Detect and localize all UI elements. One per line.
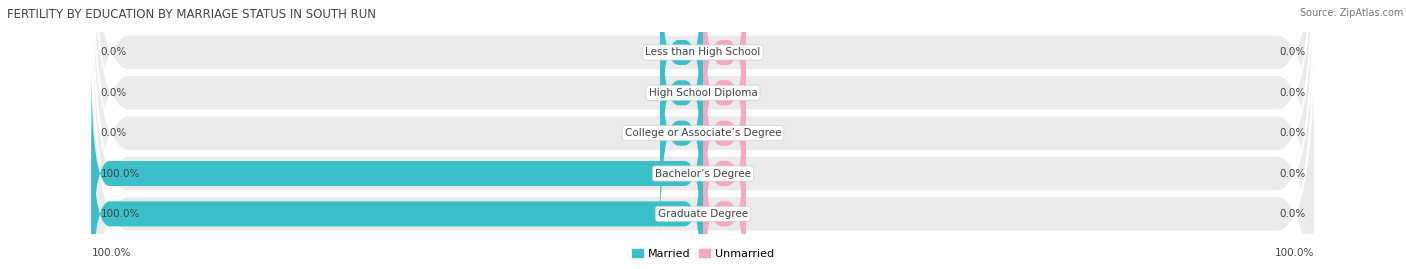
Text: Source: ZipAtlas.com: Source: ZipAtlas.com [1299, 8, 1403, 18]
Text: 0.0%: 0.0% [1279, 209, 1305, 219]
FancyBboxPatch shape [91, 0, 1315, 269]
FancyBboxPatch shape [91, 0, 1315, 269]
FancyBboxPatch shape [703, 105, 745, 269]
Text: 0.0%: 0.0% [101, 128, 127, 138]
Text: High School Diploma: High School Diploma [648, 88, 758, 98]
Text: 100.0%: 100.0% [91, 248, 131, 258]
FancyBboxPatch shape [91, 0, 1315, 269]
Text: 100.0%: 100.0% [101, 209, 141, 219]
Text: Bachelor’s Degree: Bachelor’s Degree [655, 168, 751, 179]
FancyBboxPatch shape [661, 0, 703, 161]
FancyBboxPatch shape [703, 0, 745, 201]
Text: Graduate Degree: Graduate Degree [658, 209, 748, 219]
FancyBboxPatch shape [91, 105, 703, 269]
FancyBboxPatch shape [661, 25, 703, 242]
Text: 0.0%: 0.0% [1279, 88, 1305, 98]
Text: 100.0%: 100.0% [101, 168, 141, 179]
Text: Less than High School: Less than High School [645, 47, 761, 58]
FancyBboxPatch shape [703, 0, 745, 161]
FancyBboxPatch shape [703, 25, 745, 242]
FancyBboxPatch shape [661, 0, 703, 201]
Text: 0.0%: 0.0% [1279, 47, 1305, 58]
Text: 0.0%: 0.0% [1279, 168, 1305, 179]
FancyBboxPatch shape [91, 0, 1315, 269]
Text: FERTILITY BY EDUCATION BY MARRIAGE STATUS IN SOUTH RUN: FERTILITY BY EDUCATION BY MARRIAGE STATU… [7, 8, 375, 21]
FancyBboxPatch shape [91, 65, 703, 269]
Text: College or Associate’s Degree: College or Associate’s Degree [624, 128, 782, 138]
Text: 0.0%: 0.0% [101, 88, 127, 98]
Legend: Married, Unmarried: Married, Unmarried [627, 245, 779, 263]
Text: 0.0%: 0.0% [1279, 128, 1305, 138]
Text: 100.0%: 100.0% [1275, 248, 1315, 258]
Text: 0.0%: 0.0% [101, 47, 127, 58]
FancyBboxPatch shape [703, 65, 745, 269]
FancyBboxPatch shape [91, 0, 1315, 269]
